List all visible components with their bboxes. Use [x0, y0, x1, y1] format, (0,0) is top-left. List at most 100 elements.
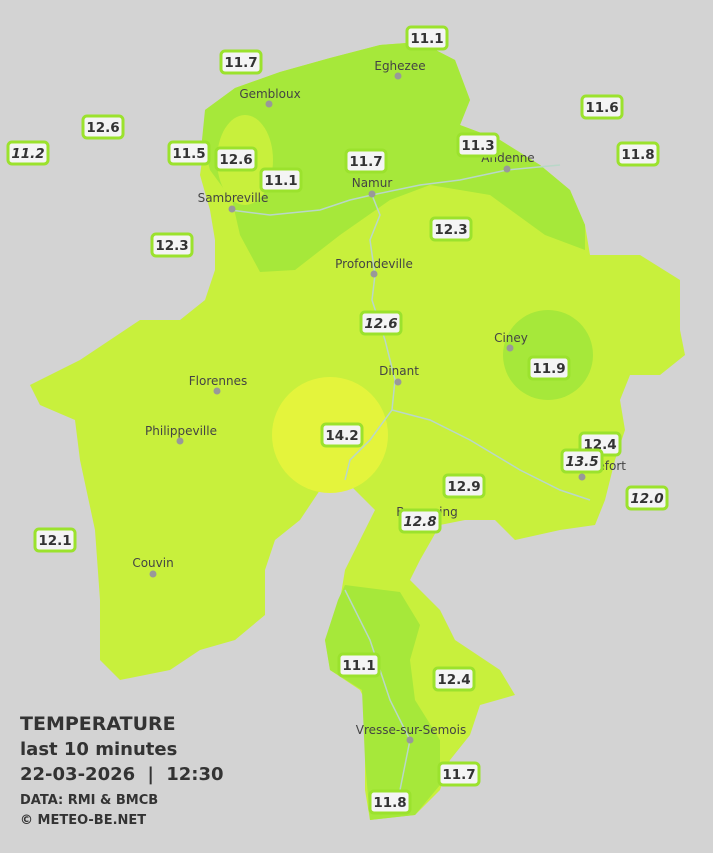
legend-subtitle: last 10 minutes	[20, 739, 177, 760]
station: 12.6	[81, 114, 125, 140]
city-label: Ciney	[494, 331, 528, 345]
station-box	[167, 140, 211, 166]
station-box	[6, 140, 50, 166]
station: 11.8	[616, 141, 660, 167]
station-box	[219, 49, 263, 75]
station: 11.8	[368, 789, 412, 815]
station-value: 11.5	[172, 146, 205, 162]
city-dot	[370, 270, 378, 278]
station-box	[398, 508, 442, 534]
station-value: 11.7	[442, 767, 475, 783]
cool-zone-north	[202, 42, 585, 272]
station-value: 12.3	[434, 222, 467, 238]
station-value: 11.1	[264, 173, 297, 189]
station-value: 11.2	[11, 146, 44, 162]
station-value: 11.8	[621, 147, 654, 163]
station: 12.4	[432, 666, 476, 692]
station-value: 12.3	[155, 238, 188, 254]
station: 12.1	[33, 527, 77, 553]
river	[391, 409, 591, 501]
station: 12.6	[359, 310, 403, 336]
station-box	[442, 473, 486, 499]
station: 14.2	[320, 422, 364, 448]
city-dot	[149, 570, 157, 578]
city-dot	[176, 437, 184, 445]
city-label: Florennes	[189, 374, 247, 388]
legend-title: TEMPERATURE	[20, 713, 176, 735]
city-dot	[265, 100, 273, 108]
station: 11.5	[167, 140, 211, 166]
city-label: Dinant	[379, 364, 419, 378]
station-value: 14.2	[325, 428, 358, 444]
station-box	[437, 761, 481, 787]
city-label: Philippeville	[145, 424, 217, 438]
station-box	[81, 114, 125, 140]
city-dot	[228, 205, 236, 213]
city-dot	[406, 736, 414, 744]
station-value: 12.0	[630, 491, 663, 507]
city-dot	[368, 190, 376, 198]
station-box	[560, 448, 604, 474]
station-box	[344, 148, 388, 174]
city-dot	[213, 387, 221, 395]
station: 11.7	[219, 49, 263, 75]
station-box	[580, 94, 624, 120]
city-dot	[503, 165, 511, 173]
cool-zone-ciney	[503, 310, 593, 400]
station-value: 12.4	[437, 672, 470, 688]
station-box	[456, 132, 500, 158]
station-box	[359, 310, 403, 336]
city-label: Profondeville	[335, 257, 413, 271]
city-label: Couvin	[132, 556, 173, 570]
station: 11.9	[527, 355, 571, 381]
station-value: 12.1	[38, 533, 71, 549]
station: 11.6	[580, 94, 624, 120]
station: 12.3	[150, 232, 194, 258]
station-box	[337, 652, 381, 678]
legend-copyright: © METEO-BE.NET	[20, 813, 146, 828]
river	[344, 589, 411, 791]
city-label: Namur	[352, 176, 393, 190]
legend-timestamp: 22-03-2026 | 12:30	[20, 764, 224, 785]
station-value: 11.7	[224, 55, 257, 71]
river	[371, 164, 561, 196]
station-box	[259, 167, 303, 193]
station-box	[33, 527, 77, 553]
city-label: Gembloux	[239, 87, 300, 101]
station-value: 13.5	[565, 454, 598, 470]
station-value: 12.8	[403, 514, 436, 530]
station-box	[616, 141, 660, 167]
legend: TEMPERATURE last 10 minutes 22-03-2026 |…	[20, 713, 224, 828]
station: 11.7	[437, 761, 481, 787]
cool-zone-south	[325, 585, 440, 820]
station-value: 12.6	[219, 152, 252, 168]
station: 12.3	[429, 216, 473, 242]
station-box	[368, 789, 412, 815]
station-box	[625, 485, 669, 511]
station-value: 11.1	[410, 31, 443, 47]
city-dot	[506, 344, 514, 352]
stations: 11.1 11.7 11.6 12.6 11.2 11.5 12.6 11.3 11.8 11.7…	[6, 25, 669, 815]
station-value: 11.9	[532, 361, 565, 377]
station: 11.7	[344, 148, 388, 174]
city-dot	[578, 473, 586, 481]
station: 11.1	[405, 25, 449, 51]
station-box	[405, 25, 449, 51]
station-box	[150, 232, 194, 258]
station: 11.1	[337, 652, 381, 678]
station-box	[432, 666, 476, 692]
station-value: 12.9	[447, 479, 480, 495]
city-label: Vresse-sur-Semois	[356, 723, 466, 737]
city-label: Sambreville	[198, 191, 269, 205]
station: 12.8	[398, 508, 442, 534]
station-box	[320, 422, 364, 448]
station: 12.6	[214, 146, 258, 172]
city-label: Eghezee	[374, 59, 425, 73]
legend-source: DATA: RMI & BMCB	[20, 793, 158, 808]
station-value: 11.6	[585, 100, 618, 116]
station: 11.3	[456, 132, 500, 158]
station-box	[214, 146, 258, 172]
city-dot	[394, 72, 402, 80]
station-value: 12.6	[364, 316, 397, 332]
station: 12.0	[625, 485, 669, 511]
